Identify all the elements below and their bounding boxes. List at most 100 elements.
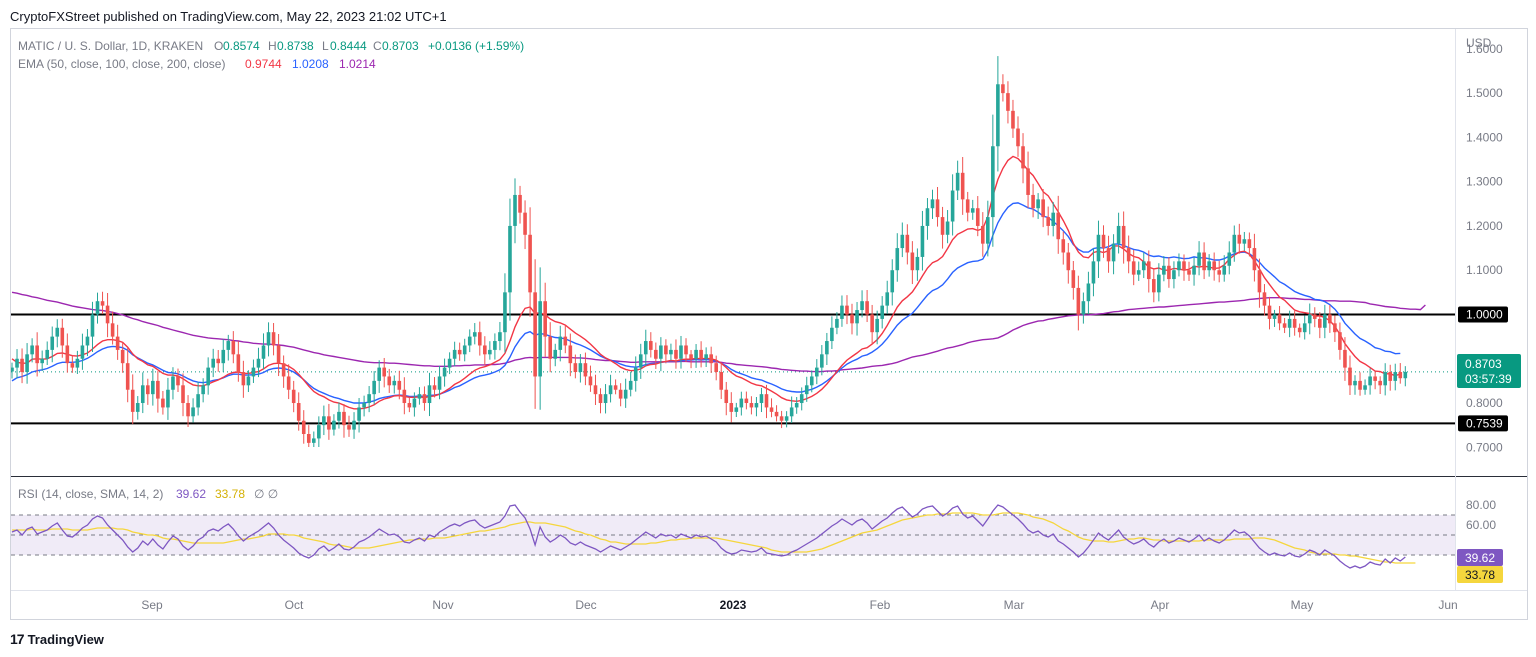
candle-body <box>659 345 663 359</box>
candle-body <box>296 403 301 421</box>
candle-body <box>221 349 226 364</box>
candle-body <box>1146 261 1151 280</box>
candle-body <box>1026 168 1030 195</box>
candle-body <box>613 385 618 390</box>
time-tick: Sep <box>141 598 163 612</box>
publish-header: CryptoFXStreet published on TradingView.… <box>10 9 447 24</box>
candle-body <box>890 270 895 293</box>
candle-body <box>674 349 678 359</box>
candle-body <box>739 398 744 408</box>
candle-body <box>382 367 387 377</box>
candle-body <box>40 358 44 364</box>
candle-body <box>1333 323 1337 333</box>
candle-body <box>538 301 542 377</box>
tradingview-footer[interactable]: 17 TradingView <box>10 631 104 647</box>
candle-body <box>1307 314 1312 324</box>
candle-body <box>312 438 316 443</box>
candle-body <box>427 385 432 404</box>
candle-body <box>1157 274 1161 293</box>
candle-body <box>422 394 427 404</box>
legend-ema50-value: 0.9744 <box>245 57 282 71</box>
candle-body <box>417 394 422 399</box>
candle-body <box>95 301 100 315</box>
rsi-tick: 80.00 <box>1466 498 1496 512</box>
candle-body <box>327 416 331 430</box>
candle-body <box>1247 239 1252 249</box>
candle-body <box>508 225 512 293</box>
candle-body <box>1302 323 1307 333</box>
candle-body <box>171 376 175 390</box>
candle-body <box>945 221 950 235</box>
candle-body <box>301 420 306 435</box>
candle-body <box>472 332 477 337</box>
candle-body <box>322 416 326 426</box>
legend-rsi-extra: ∅ ∅ <box>254 487 278 501</box>
candle-body <box>598 394 603 404</box>
candle-body <box>664 345 668 355</box>
candle-body <box>1197 252 1201 266</box>
candle-body <box>1262 292 1267 306</box>
candle-body <box>1287 318 1292 328</box>
candle-body <box>523 212 527 235</box>
candle-body <box>1388 372 1393 381</box>
candle-body <box>1338 332 1342 350</box>
level-label: 1.0000 <box>1458 306 1508 323</box>
candle-body <box>1222 265 1227 275</box>
chart-frame <box>10 28 1528 620</box>
candle-body <box>633 367 638 381</box>
candle-body <box>638 354 643 368</box>
candle-body <box>357 407 361 421</box>
candles <box>11 56 1408 447</box>
candle-body <box>1312 314 1317 319</box>
candle-body <box>915 256 920 271</box>
candle-body <box>935 199 940 218</box>
candle-body <box>181 385 185 404</box>
candle-body <box>1378 380 1382 386</box>
candle-body <box>543 301 547 337</box>
candle-body <box>623 389 628 399</box>
candle-body <box>503 292 507 333</box>
candle-body <box>513 194 517 226</box>
candle-body <box>970 208 975 213</box>
candle-body <box>1131 261 1136 275</box>
candle-body <box>437 376 442 390</box>
candle-body <box>30 345 34 355</box>
candle-body <box>1252 248 1257 271</box>
candle-body <box>643 341 648 355</box>
candle-body <box>176 376 180 386</box>
candle-body <box>684 345 688 355</box>
candle-body <box>367 394 371 404</box>
candle-body <box>151 380 155 395</box>
candle-body <box>840 305 844 319</box>
candle-body <box>950 190 955 222</box>
legend-ema200-value: 1.0214 <box>339 57 376 71</box>
candle-body <box>608 385 613 395</box>
candle-body <box>130 389 135 412</box>
candle-body <box>1297 327 1302 333</box>
candle-body <box>991 146 995 218</box>
candle-body <box>583 363 588 377</box>
candle-body <box>1358 380 1362 390</box>
horizontal-levels <box>11 313 1455 425</box>
candle-body <box>1126 248 1131 262</box>
candle-body <box>246 376 251 386</box>
candle-body <box>860 301 864 311</box>
candle-body <box>1277 314 1282 324</box>
candle-body <box>628 380 633 390</box>
candle-body <box>256 358 261 368</box>
candle-body <box>1162 265 1166 275</box>
candle-body <box>1177 261 1181 271</box>
candle-body <box>261 345 266 359</box>
candle-body <box>593 385 598 395</box>
candle-body <box>347 425 351 430</box>
candle-body <box>649 341 653 350</box>
legend-rsi-label: RSI (14, close, SMA, 14, 2) <box>18 487 163 501</box>
candle-body <box>65 345 70 364</box>
price-tick: 0.8000 <box>1466 396 1503 410</box>
legend-low-value: 0.8444 <box>330 39 367 53</box>
candle-body <box>216 358 221 364</box>
candle-body <box>211 358 215 368</box>
time-tick: Jun <box>1438 598 1457 612</box>
candle-body <box>251 367 256 377</box>
